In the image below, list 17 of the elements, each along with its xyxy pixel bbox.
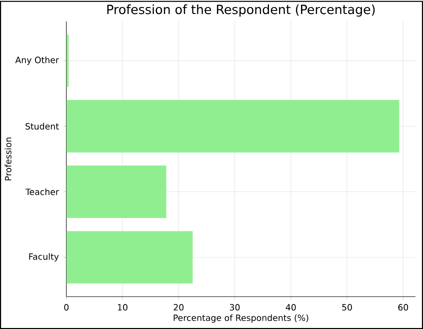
x-tick-label: 40 bbox=[286, 304, 296, 311]
x-tick-label: 20 bbox=[174, 304, 184, 311]
y-tick-label: Student bbox=[26, 122, 59, 130]
x-tick-label: 10 bbox=[118, 304, 128, 311]
x-axis-title: Percentage of Respondents (%) bbox=[174, 314, 308, 323]
x-tick-label: 30 bbox=[230, 304, 240, 311]
bar bbox=[66, 166, 166, 218]
bar bbox=[66, 100, 400, 152]
chart-title: Profession of the Respondent (Percentage) bbox=[107, 4, 375, 17]
y-tick-label: Teacher bbox=[25, 188, 60, 196]
bar bbox=[66, 231, 193, 284]
x-tick-label: 60 bbox=[398, 304, 408, 311]
x-tick-label: 0 bbox=[64, 304, 69, 311]
x-tick-label: 50 bbox=[342, 304, 352, 311]
y-tick-label: Any Other bbox=[15, 56, 59, 65]
y-axis-title: Profession bbox=[4, 138, 12, 180]
y-tick-label: Faculty bbox=[29, 253, 59, 262]
